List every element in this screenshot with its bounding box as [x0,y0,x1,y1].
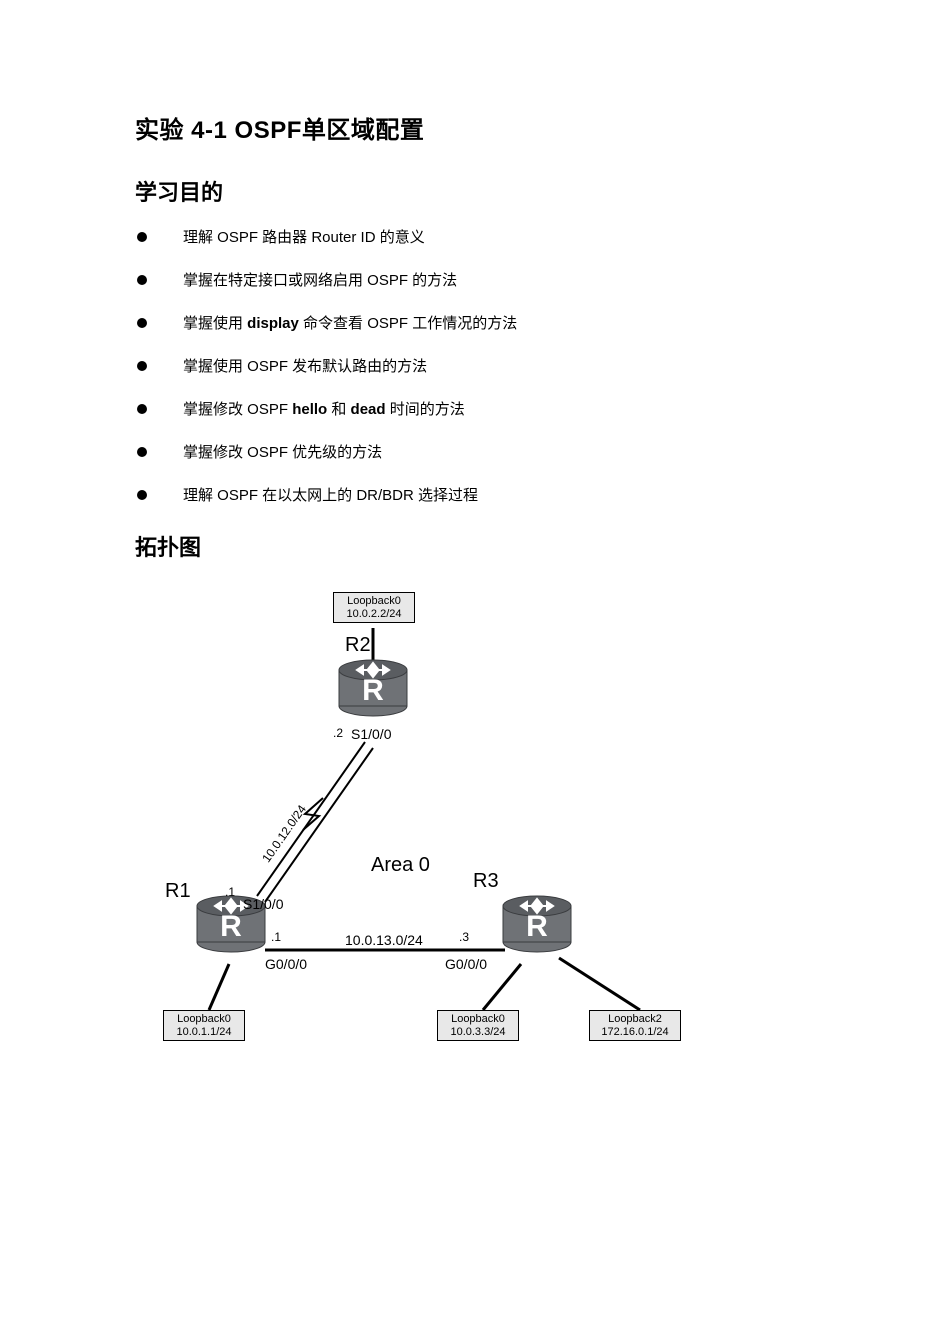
list-text-bold: dead [351,401,386,418]
list-item: 掌握在特定接口或网络启用 OSPF 的方法 [135,270,815,291]
list-text: 掌握修改 OSPF 优先级的方法 [183,444,382,461]
list-text: 掌握使用 [183,315,247,332]
objectives-list: 理解 OSPF 路由器 Router ID 的意义 掌握在特定接口或网络启用 O… [135,227,815,506]
endpoint-r1-g: .1 [271,930,281,944]
link-r1-r2 [257,742,373,902]
list-item: 理解 OSPF 路由器 Router ID 的意义 [135,227,815,248]
document-page: 实验 4-1 OSPF单区域配置 学习目的 理解 OSPF 路由器 Router… [0,0,945,1337]
router-label-r1: R1 [165,880,191,903]
iface-r1-g: G0/0/0 [265,956,307,972]
iface-r1-s: S1/0/0 [243,896,283,912]
list-text: 理解 OSPF 路由器 Router ID 的意义 [183,229,425,246]
iface-r2-s: S1/0/0 [351,726,391,742]
router-r2-icon [339,660,407,716]
list-text: 掌握使用 OSPF 发布默认路由的方法 [183,358,427,375]
list-text: 掌握在特定接口或网络启用 OSPF 的方法 [183,272,457,289]
list-item: 理解 OSPF 在以太网上的 DR/BDR 选择过程 [135,485,815,506]
topology-heading: 拓扑图 [135,530,815,562]
list-item: 掌握使用 display 命令查看 OSPF 工作情况的方法 [135,313,815,334]
net-r1r3: 10.0.13.0/24 [345,932,423,948]
router-r3-icon [503,896,571,952]
loopback-name: Loopback0 [168,1013,240,1026]
topology-diagram: R [155,592,715,1072]
loopback-name: Loopback0 [442,1013,514,1026]
loopback-ip: 10.0.1.1/24 [168,1026,240,1039]
loopback-ip: 10.0.2.2/24 [338,608,410,621]
objectives-heading: 学习目的 [135,175,815,207]
list-text-bold: hello [292,401,327,418]
loopback-ip: 10.0.3.3/24 [442,1026,514,1039]
list-text-bold: display [247,315,299,332]
endpoint-r1-s: .1 [225,885,235,899]
page-title: 实验 4-1 OSPF单区域配置 [135,110,815,145]
list-text: 掌握修改 OSPF [183,401,292,418]
loopback-name: Loopback0 [338,595,410,608]
router-label-r3: R3 [473,870,499,893]
area-label: Area 0 [371,854,430,877]
loopback-ip: 172.16.0.1/24 [594,1026,676,1039]
list-text: 和 [327,401,350,418]
loopback-name: Loopback2 [594,1013,676,1026]
endpoint-r3-g: .3 [459,930,469,944]
loopback-box-r3-2: Loopback2 172.16.0.1/24 [589,1010,681,1041]
list-item: 掌握修改 OSPF hello 和 dead 时间的方法 [135,399,815,420]
loopback-box-r1: Loopback0 10.0.1.1/24 [163,1010,245,1041]
loopback-box-r3-0: Loopback0 10.0.3.3/24 [437,1010,519,1041]
list-text: 命令查看 OSPF 工作情况的方法 [299,315,517,332]
router-label-r2: R2 [345,634,371,657]
endpoint-r2-s: .2 [333,726,343,740]
topology-svg: R [155,592,715,1072]
list-text: 时间的方法 [386,401,465,418]
iface-r3-g: G0/0/0 [445,956,487,972]
list-item: 掌握使用 OSPF 发布默认路由的方法 [135,356,815,377]
list-item: 掌握修改 OSPF 优先级的方法 [135,442,815,463]
list-text: 理解 OSPF 在以太网上的 DR/BDR 选择过程 [183,487,478,504]
loopback-box-r2: Loopback0 10.0.2.2/24 [333,592,415,623]
